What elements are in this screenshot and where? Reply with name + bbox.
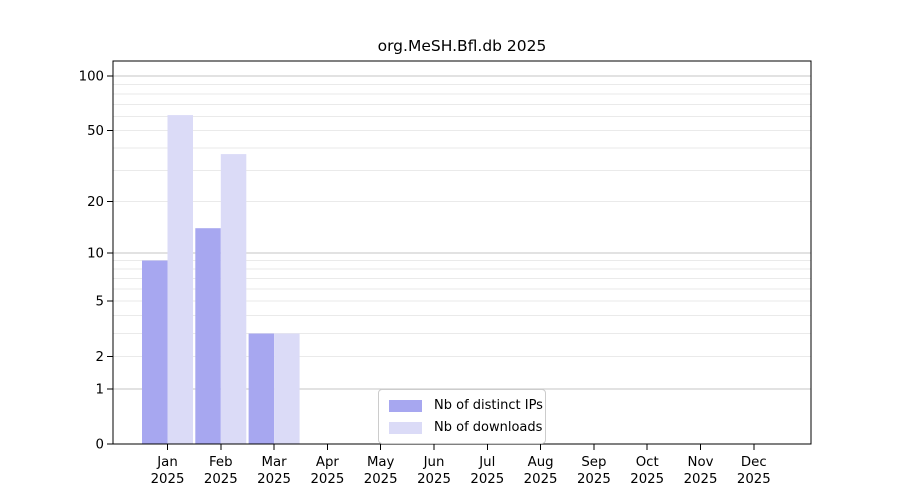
x-tick-label-month: Sep [581,455,606,470]
y-tick-label: 100 [79,70,104,85]
bar-feb-downloads [220,154,247,444]
bar-jan-downloads [167,115,193,444]
y-tick-label: 10 [87,246,104,261]
legend-item-downloads: Nb of downloads [389,418,542,437]
legend-label-distinct-ips: Nb of distinct IPs [434,398,543,413]
x-tick-label-month: Aug [528,455,554,470]
x-tick-label-year: 2025 [684,472,718,487]
x-tick-label-year: 2025 [630,472,664,487]
x-tick-label-month: Apr [316,455,340,470]
legend-swatch-downloads [389,421,422,434]
x-tick-label-year: 2025 [151,472,185,487]
x-tick-label-year: 2025 [417,472,451,487]
x-tick-label-year: 2025 [737,472,771,487]
x-tick-label-month: Jan [156,455,178,470]
bar-mar-distinct-ips [248,333,275,444]
y-tick-label: 5 [96,295,104,310]
x-tick-label-year: 2025 [470,472,504,487]
y-tick-label: 20 [87,195,104,210]
x-tick-label-month: Dec [741,455,767,470]
y-tick-label: 0 [96,438,104,453]
x-tick-label-month: Jun [423,455,445,470]
x-tick-label-year: 2025 [364,472,398,487]
chart-title: org.MeSH.Bfl.db 2025 [377,37,547,55]
legend: Nb of distinct IPs Nb of downloads [378,389,546,444]
y-tick-label: 50 [87,124,104,139]
x-tick-label-year: 2025 [524,472,558,487]
x-tick-label-year: 2025 [257,472,291,487]
bar-mar-downloads [274,333,300,444]
x-tick-label-month: Nov [688,455,714,470]
bar-feb-distinct-ips [195,228,221,444]
x-tick-label-month: Oct [636,455,659,470]
y-tick-label: 2 [96,350,104,365]
legend-label-downloads: Nb of downloads [434,420,543,435]
x-tick-label-year: 2025 [310,472,344,487]
x-tick-label-year: 2025 [204,472,238,487]
y-tick-label: 1 [96,382,104,397]
legend-swatch-distinct-ips [389,399,422,412]
legend-item-distinct-ips: Nb of distinct IPs [389,396,543,415]
x-tick-label-month: May [367,455,395,470]
x-tick-label-month: Feb [209,455,233,470]
x-tick-label-month: Mar [262,455,288,470]
bar-jan-distinct-ips [142,260,168,444]
x-tick-label-month: Jul [478,455,495,470]
x-tick-label-year: 2025 [577,472,611,487]
